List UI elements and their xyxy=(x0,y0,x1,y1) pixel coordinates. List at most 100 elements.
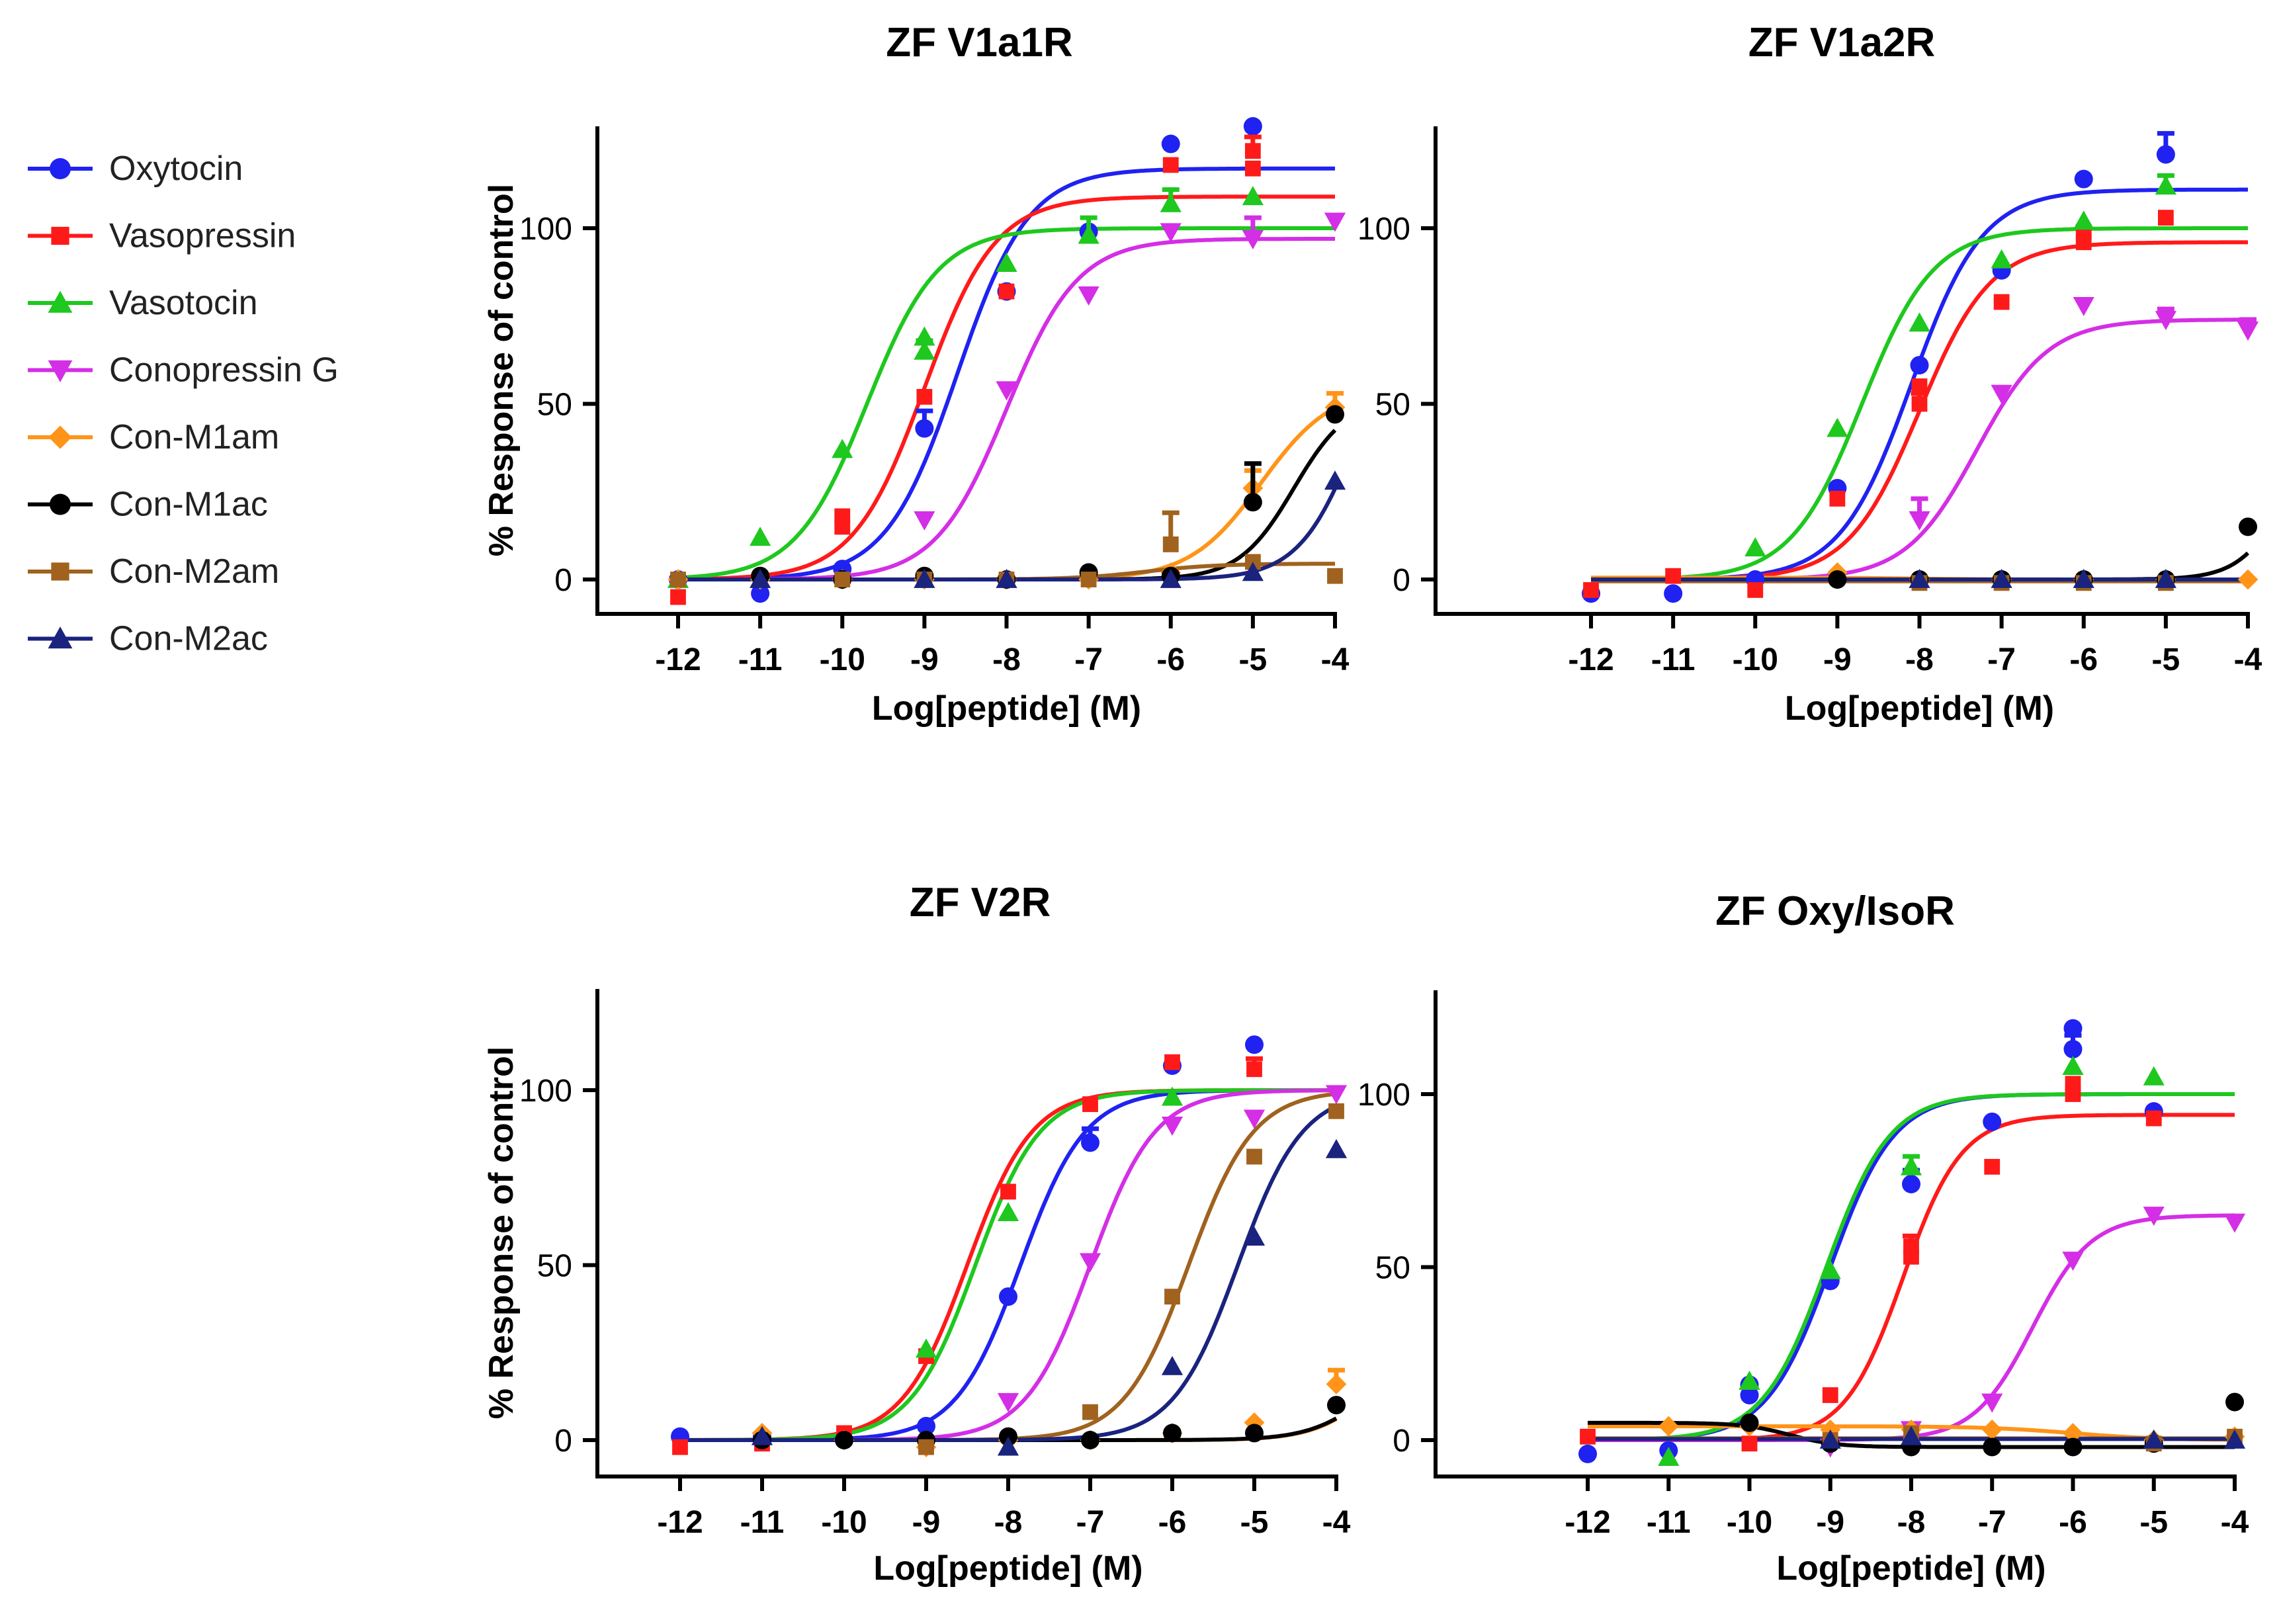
point-vasotocin xyxy=(915,1338,937,1358)
point-con-m2am xyxy=(918,1439,934,1455)
point-vasopressin xyxy=(1747,582,1764,598)
point-con-m2ac xyxy=(1819,1429,1841,1449)
point-conopressin-g xyxy=(997,1392,1019,1412)
y-tick-label: 50 xyxy=(1375,1251,1410,1286)
point-vasopressin xyxy=(1822,1387,1838,1403)
y-tick-label: 100 xyxy=(1357,1078,1410,1113)
point-vasotocin xyxy=(2143,1066,2165,1086)
point-vasotocin xyxy=(750,527,771,546)
point-conopressin-g xyxy=(2073,296,2094,316)
fit-curves xyxy=(677,166,1337,581)
fit-curves xyxy=(680,1088,1338,1442)
x-tick-label: -12 xyxy=(655,642,701,677)
fit-curve-vasopressin xyxy=(678,194,1335,581)
legend-marker xyxy=(48,360,73,382)
point-oxytocin xyxy=(1161,134,1180,153)
y-axis-label: % Response of control xyxy=(482,184,521,556)
point-conopressin-g xyxy=(1981,1393,2003,1413)
point-conopressin-g xyxy=(996,381,1017,401)
data-points xyxy=(1578,1019,2246,1467)
point-con-m1am xyxy=(1658,1416,1679,1437)
point-oxytocin xyxy=(2063,1019,2083,1038)
data-points xyxy=(671,1035,1348,1457)
point-vasopressin xyxy=(1829,490,1846,507)
x-tick-label: -10 xyxy=(1727,1505,1772,1540)
fit-curve-oxytocin xyxy=(677,166,1335,581)
point-vasopressin xyxy=(1741,1435,1758,1452)
point-vasotocin xyxy=(1161,1086,1184,1106)
legend-marker xyxy=(48,626,73,649)
legend-marker xyxy=(51,226,69,245)
point-vasotocin xyxy=(1658,1447,1680,1467)
legend-label: Vasopressin xyxy=(109,217,296,255)
fit-curve-con-m1ac xyxy=(678,429,1337,581)
point-vasotocin xyxy=(1900,1156,1922,1175)
x-tick-label: -8 xyxy=(1897,1505,1926,1540)
point-con-m2am xyxy=(1082,1404,1098,1420)
x-tick-label: -7 xyxy=(1074,642,1103,677)
x-tick-label: -7 xyxy=(1987,642,2016,677)
x-tick-label: -11 xyxy=(1647,1505,1691,1540)
x-tick-label: -6 xyxy=(2059,1505,2087,1540)
panel-zf-v2r: ZF V2R 0 50 100 -12 -11 -10 -9 -8 -7 -6 -5 -4 Log[pep… xyxy=(482,880,1351,1588)
point-con-m1ac xyxy=(1740,1413,1759,1432)
y-tick-label: 0 xyxy=(1393,1424,1410,1459)
point-vasopressin xyxy=(672,1439,688,1455)
legend-marker xyxy=(51,562,69,581)
x-tick-label: -9 xyxy=(1816,1505,1844,1540)
point-con-m2ac xyxy=(1909,568,1930,588)
legend-item: Con-M2am xyxy=(28,552,279,591)
x-tick-label: -4 xyxy=(1321,642,1350,677)
x-tick-label: -10 xyxy=(821,1505,867,1540)
point-conopressin-g xyxy=(2237,321,2259,341)
point-oxytocin xyxy=(2156,145,2175,164)
point-oxytocin xyxy=(1902,1174,1920,1193)
point-vasopressin xyxy=(1082,1096,1098,1113)
point-con-m2ac xyxy=(1325,1138,1348,1158)
point-con-m1ac xyxy=(835,1431,853,1449)
point-vasopressin xyxy=(1244,143,1261,159)
legend-item: Vasopressin xyxy=(28,217,296,255)
point-con-m2am xyxy=(670,572,686,587)
point-conopressin-g xyxy=(1325,1085,1348,1105)
point-vasotocin xyxy=(1991,249,2012,269)
point-con-m1ac xyxy=(1326,405,1344,424)
point-oxytocin xyxy=(915,419,934,438)
legend-item: Con-M1am xyxy=(28,418,279,456)
point-conopressin-g xyxy=(1078,286,1099,306)
x-tick-label: -5 xyxy=(2152,642,2180,677)
legend-item: Con-M2ac xyxy=(28,620,268,658)
point-oxytocin xyxy=(999,1287,1017,1306)
point-con-m2am xyxy=(834,572,851,587)
point-vasopressin xyxy=(916,388,933,405)
point-conopressin-g xyxy=(914,511,935,531)
point-vasopressin xyxy=(1244,160,1261,177)
point-con-m1am xyxy=(1981,1419,2002,1440)
x-tick-label: -12 xyxy=(1565,1505,1610,1540)
point-conopressin-g xyxy=(1242,230,1264,250)
point-vasotocin xyxy=(1827,417,1848,437)
point-vasotocin xyxy=(997,1202,1019,1222)
x-tick-label: -11 xyxy=(740,1505,785,1540)
y-tick-label: 0 xyxy=(554,563,572,598)
point-con-m1am xyxy=(2063,1423,2083,1443)
point-vasopressin xyxy=(1246,1061,1262,1078)
point-con-m2ac xyxy=(750,568,771,588)
point-conopressin-g xyxy=(2223,1213,2246,1233)
point-vasotocin xyxy=(2062,1056,2084,1076)
point-conopressin-g xyxy=(1991,384,2012,404)
point-vasotocin xyxy=(996,253,1017,272)
chart-title: ZF Oxy/IsoR xyxy=(1715,888,1955,934)
point-vasopressin xyxy=(1583,582,1599,598)
point-con-m2am xyxy=(1327,568,1343,584)
x-tick-label: -9 xyxy=(1823,642,1852,677)
legend-item: Vasotocin xyxy=(28,284,258,322)
x-axis-label: Log[peptide] (M) xyxy=(872,689,1141,728)
point-con-m1am xyxy=(2237,569,2259,590)
x-tick-label: -11 xyxy=(738,642,783,677)
point-vasopressin xyxy=(1911,378,1928,394)
y-tick-label: 0 xyxy=(554,1424,572,1459)
point-conopressin-g xyxy=(1160,223,1182,243)
point-conopressin-g xyxy=(2062,1252,2084,1271)
